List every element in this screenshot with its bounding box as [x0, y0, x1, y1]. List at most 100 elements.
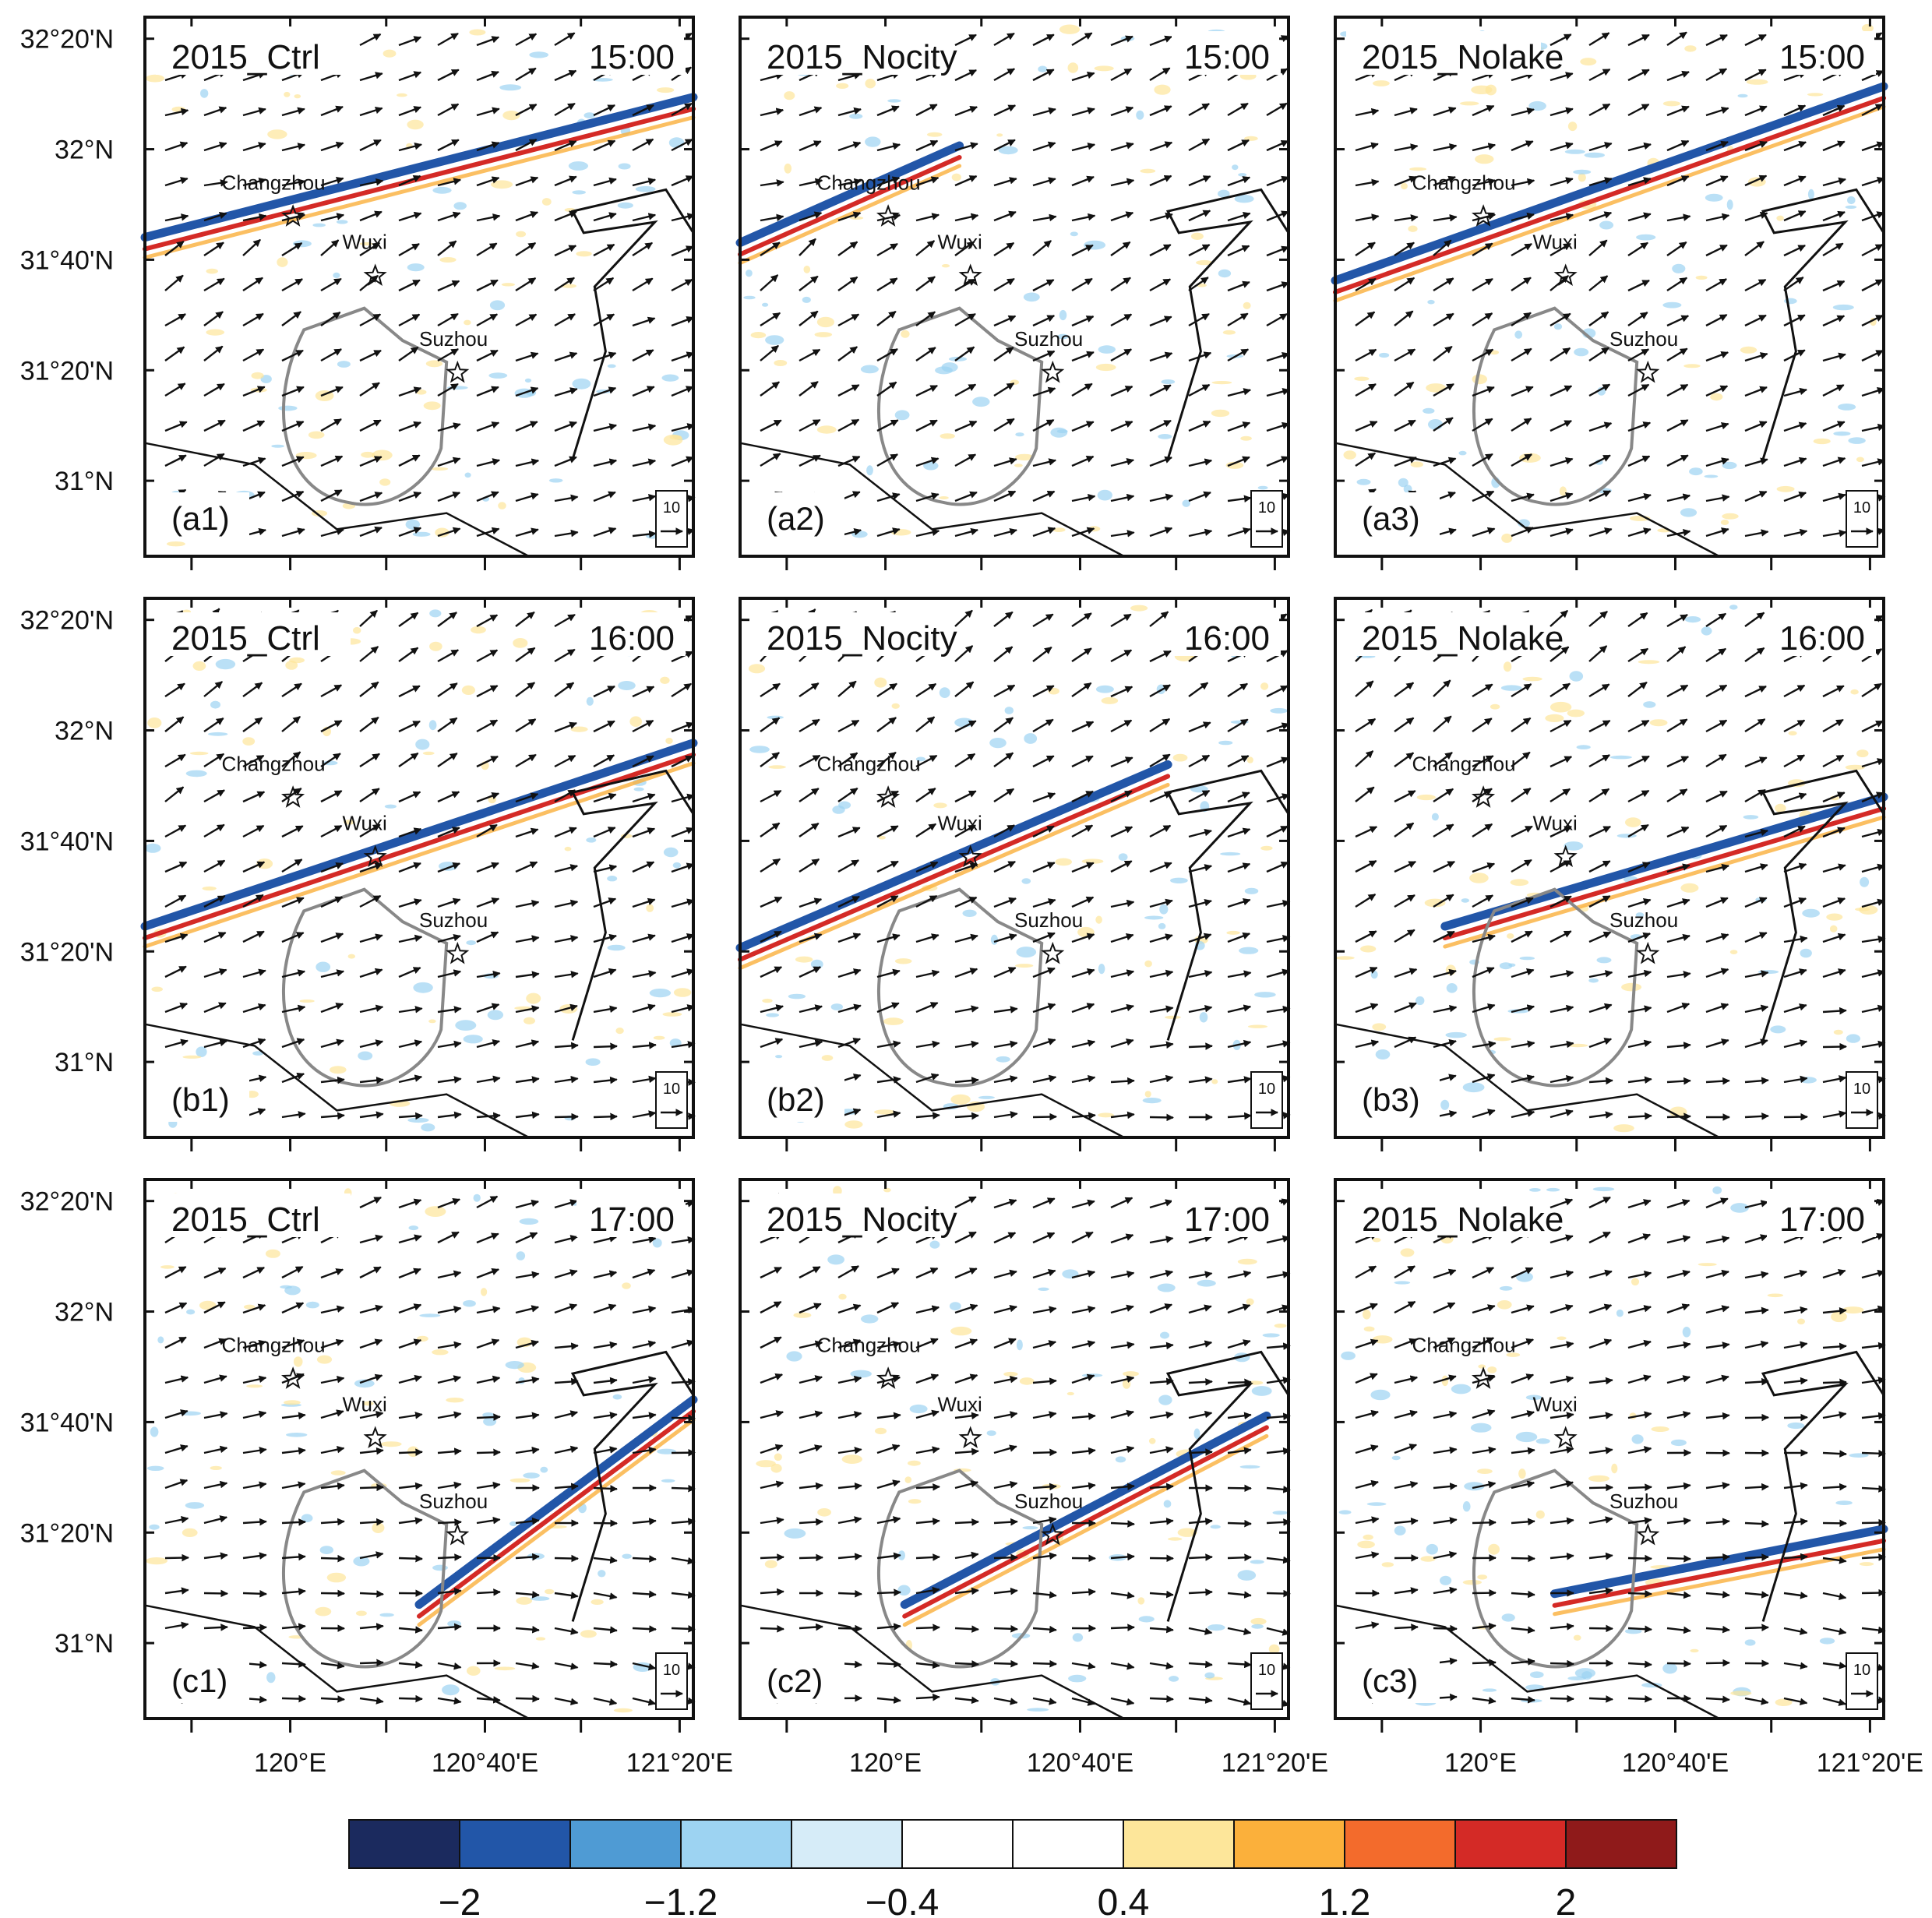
wind-arrow — [359, 526, 383, 538]
anomaly-patch — [743, 295, 756, 300]
anomaly-patch — [294, 94, 301, 99]
wind-arrow — [398, 527, 422, 538]
anomaly-patch — [1038, 1287, 1049, 1292]
lat-tick-label: 32°20'N — [20, 25, 114, 55]
wind-arrow — [281, 386, 305, 397]
anomaly-patch — [1165, 1015, 1181, 1019]
wind-arrow — [1744, 175, 1768, 187]
anomaly-patch — [1445, 1031, 1467, 1038]
anomaly-patch — [1199, 1012, 1208, 1023]
wind-arrow — [1627, 279, 1650, 292]
anomaly-patch — [1490, 703, 1500, 710]
anomaly-patch — [1420, 1556, 1436, 1562]
anomaly-patch — [663, 847, 679, 858]
wind-arrow — [593, 527, 617, 538]
wind-arrow — [1861, 1485, 1886, 1493]
anomaly-patch — [523, 1472, 540, 1479]
wind-arrow — [1666, 277, 1688, 292]
anomaly-patch — [151, 986, 163, 992]
wind-arrow — [1355, 277, 1377, 292]
wind-arrow — [437, 383, 459, 397]
wind-arrow — [1394, 456, 1417, 467]
wind-arrow — [1110, 348, 1133, 362]
lat-tick-label: 32°N — [55, 1298, 114, 1327]
wind-arrow — [1744, 105, 1768, 117]
anomaly-patch — [1055, 858, 1072, 866]
wind-arrow — [1627, 1625, 1652, 1634]
anomaly-patch — [1211, 409, 1230, 418]
anomaly-patch — [850, 1370, 872, 1378]
wind-arrow — [203, 1589, 228, 1598]
anomaly-patch — [330, 1066, 347, 1074]
wind-arrow — [671, 175, 694, 187]
wind-arrow — [760, 108, 784, 117]
wind-arrow — [593, 104, 615, 117]
wind-arrow — [837, 241, 858, 256]
wind-arrow — [632, 349, 654, 362]
anomaly-patch — [419, 1313, 441, 1317]
wind-arrow — [1705, 175, 1729, 187]
wind-arrow — [1110, 241, 1131, 256]
wind-arrow — [1822, 210, 1846, 222]
wind-arrow — [1149, 1113, 1174, 1122]
wind-arrow — [164, 454, 187, 467]
wind-arrow — [1266, 102, 1288, 117]
anomaly-patch — [891, 703, 900, 709]
anomaly-patch — [1584, 152, 1605, 158]
wind-arrow — [1032, 107, 1056, 117]
anomaly-patch — [950, 1326, 972, 1336]
wind-arrow — [1032, 419, 1055, 432]
wind-arrow — [1783, 210, 1807, 222]
wind-arrow — [837, 1624, 862, 1633]
wind-arrow — [593, 243, 615, 257]
anomaly-patch — [1140, 168, 1156, 174]
anomaly-patch — [1487, 1366, 1497, 1373]
wind-arrow — [1783, 492, 1807, 502]
wind-arrow — [476, 213, 501, 222]
anomaly-patch — [646, 904, 654, 912]
anomaly-patch — [488, 372, 508, 379]
anomaly-patch — [383, 49, 397, 58]
anomaly-patch — [941, 264, 950, 268]
wind-arrow — [1666, 31, 1687, 47]
anomaly-patch — [1726, 199, 1733, 210]
wind-arrow — [1511, 277, 1532, 291]
wind-arrow — [876, 527, 901, 538]
wind-arrow — [1071, 244, 1094, 257]
city-label: Suzhou — [419, 327, 488, 351]
wind-arrow — [437, 491, 460, 502]
wind-arrow — [320, 418, 342, 432]
wind-arrow — [1861, 1588, 1886, 1597]
wind-arrow — [1394, 214, 1419, 222]
city-star-icon — [280, 204, 305, 227]
panel-title: 2015_Nocity — [767, 619, 957, 658]
wind-arrow — [1666, 139, 1690, 152]
convergence-band-orange — [143, 115, 696, 260]
wind-arrow — [1861, 1518, 1886, 1527]
wind-arrow — [515, 211, 538, 222]
panel-time: 16:00 — [1779, 619, 1865, 658]
anomaly-patch — [464, 319, 471, 326]
wind-arrow — [1032, 279, 1055, 292]
wind-arrow — [632, 316, 656, 327]
anomaly-patch — [425, 360, 443, 368]
anomaly-patch — [1776, 485, 1795, 492]
anomaly-patch — [150, 1426, 159, 1437]
wind-arrow — [437, 312, 459, 327]
wind-arrow — [1472, 1659, 1497, 1667]
anomaly-patch — [1400, 1248, 1415, 1257]
anomaly-patch — [774, 360, 788, 366]
city-star-icon — [363, 263, 387, 287]
anomaly-patch — [146, 1465, 164, 1472]
anomaly-patch — [989, 738, 1007, 749]
anomaly-patch — [1423, 407, 1435, 414]
anomaly-patch — [672, 862, 682, 869]
anomaly-patch — [487, 1010, 504, 1021]
wind-arrow — [1822, 280, 1846, 292]
anomaly-patch — [1416, 794, 1436, 801]
anomaly-patch — [1426, 1543, 1439, 1555]
wind-arrow — [632, 386, 655, 397]
wind-arrow — [1627, 177, 1652, 187]
city-star-icon — [876, 204, 901, 227]
city-label: Suzhou — [1014, 1490, 1083, 1513]
